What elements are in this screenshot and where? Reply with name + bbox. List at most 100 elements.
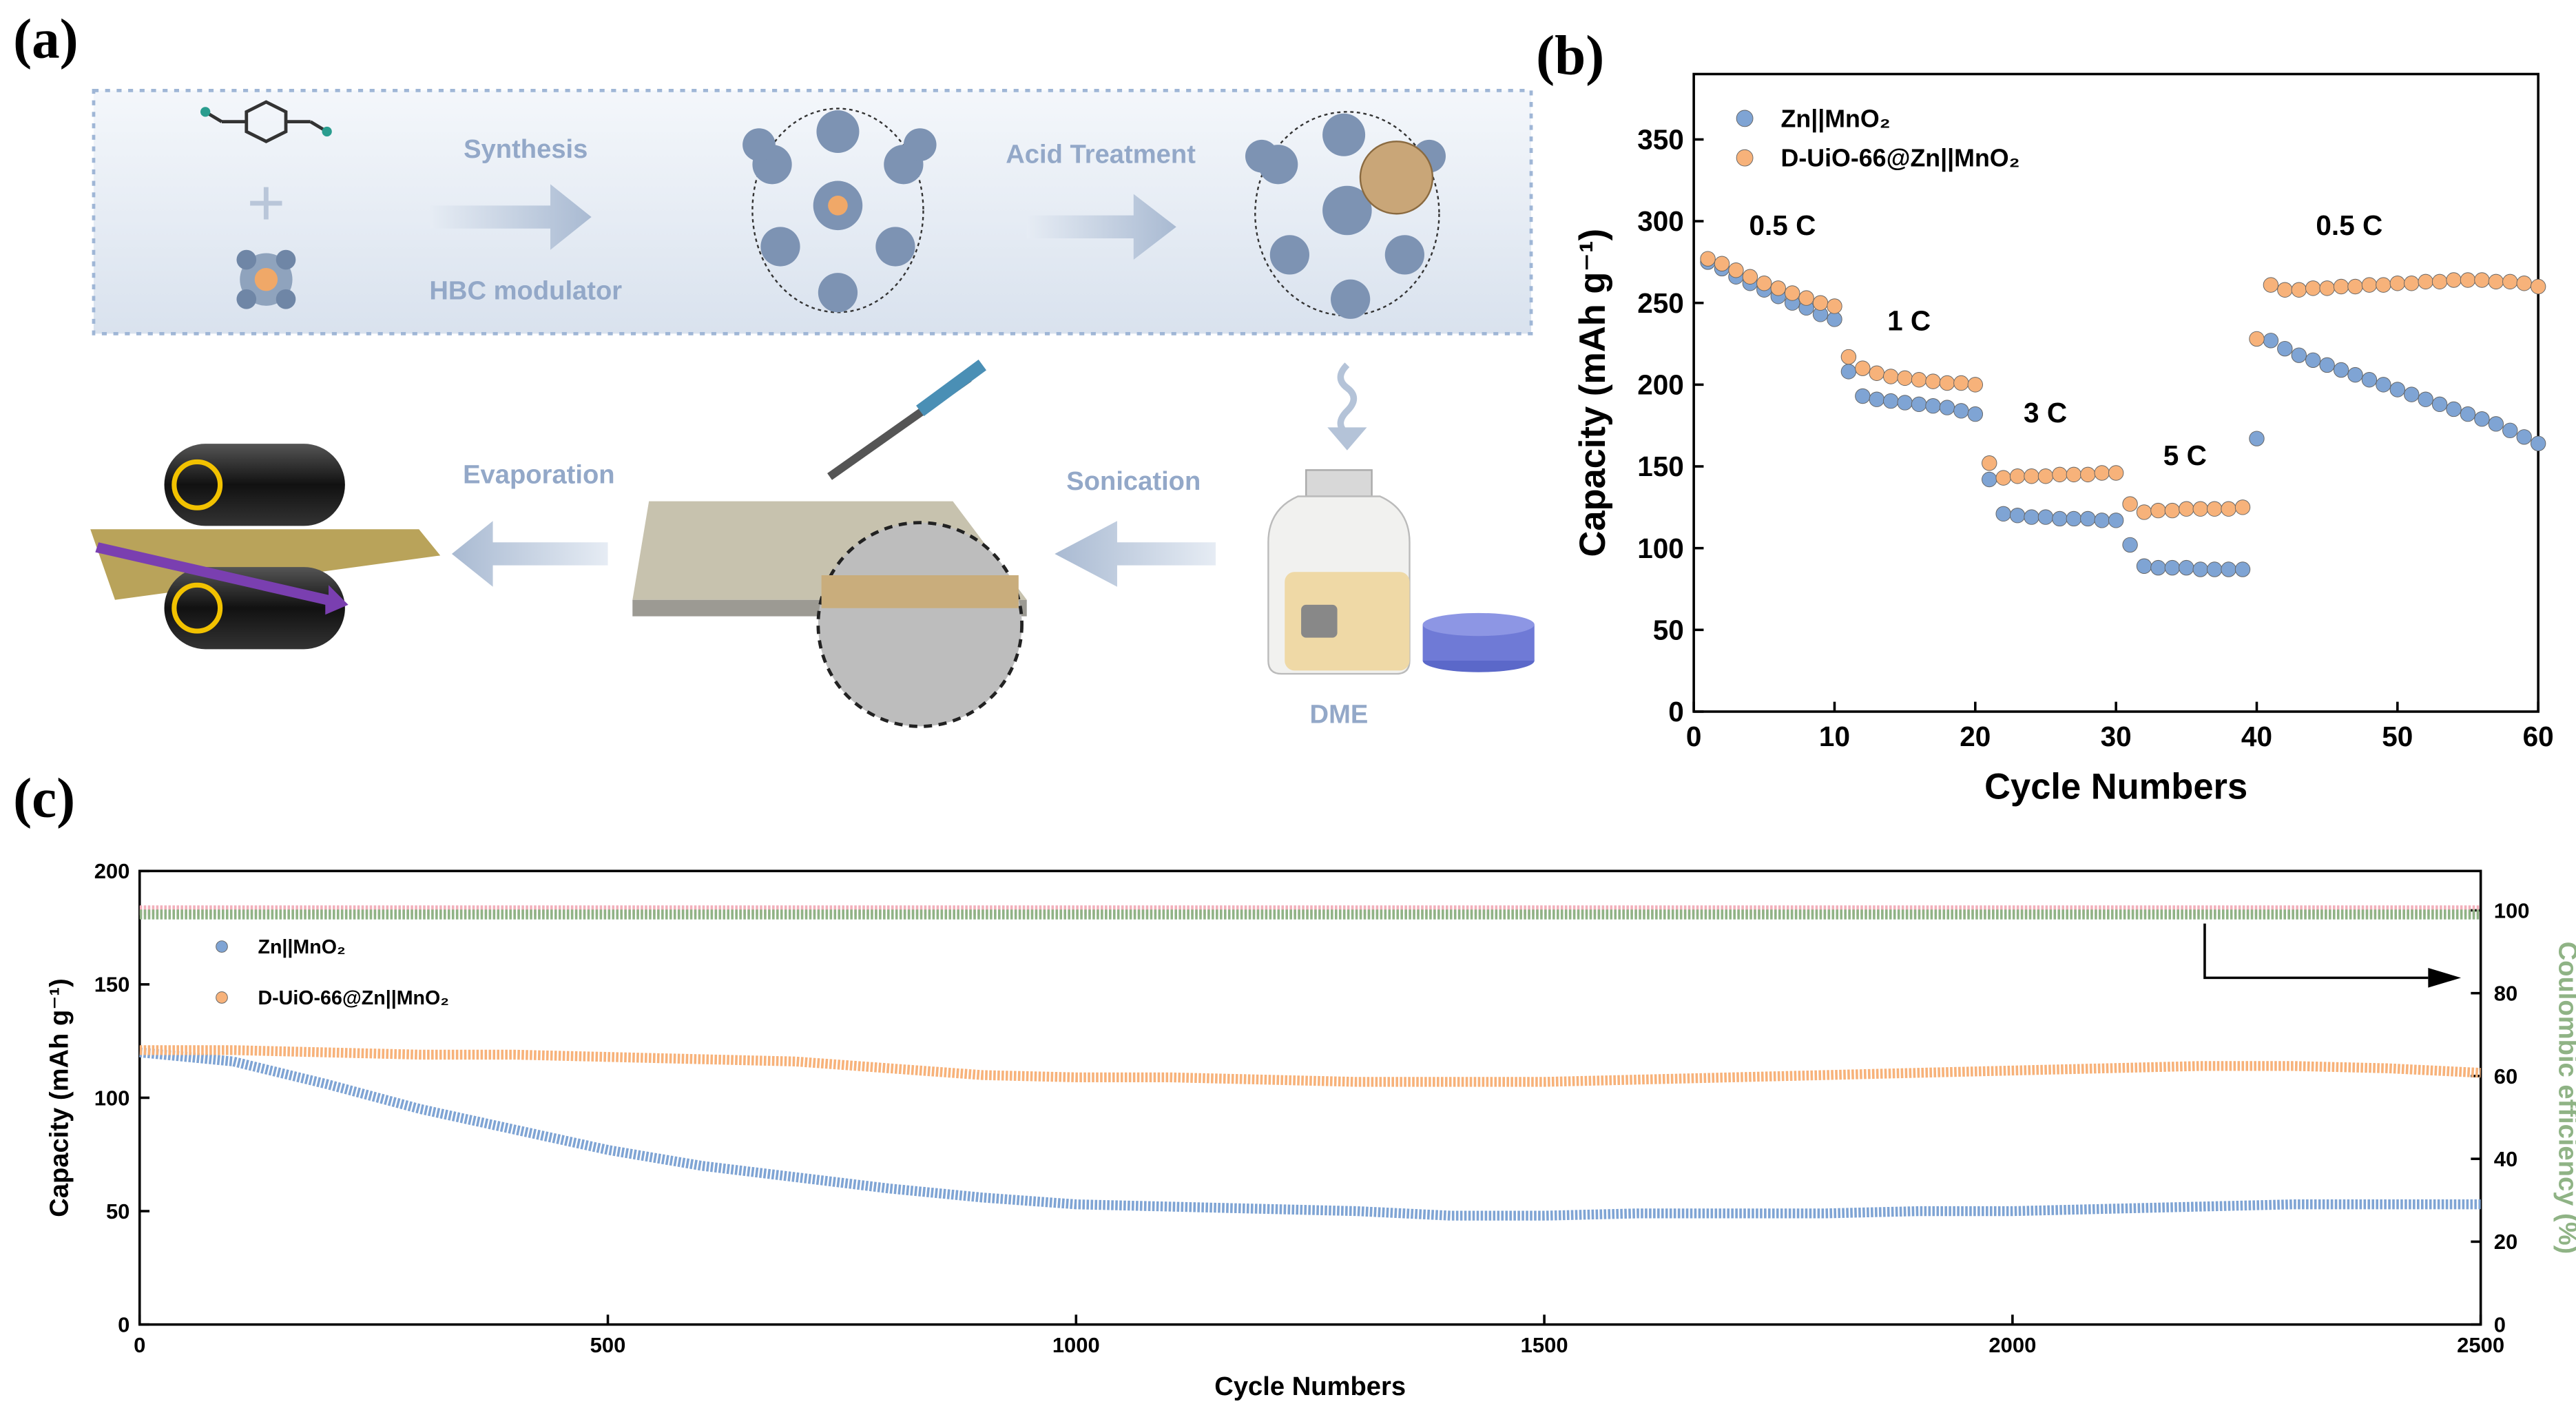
data-point [2305, 280, 2321, 296]
data-point [2094, 465, 2110, 481]
data-point [2516, 276, 2532, 291]
data-point [2361, 277, 2378, 293]
data-point [2066, 466, 2082, 483]
data-point [2206, 501, 2223, 517]
legend-label: D-UiO-66@Zn||MnO₂ [1781, 145, 2020, 172]
annotation: 0.5 C [1749, 209, 1816, 241]
bottle [1267, 469, 1535, 675]
plus-sign: + [247, 167, 286, 240]
data-point [1714, 256, 1730, 271]
data-point [2474, 411, 2490, 427]
data-point [2108, 513, 2124, 528]
y-tick-label: 0 [118, 1312, 129, 1336]
plot-frame [138, 869, 2482, 1326]
x-tick-label: 1000 [1052, 1333, 1100, 1357]
x-tick-label: 60 [2523, 721, 2554, 752]
x-tick-label: 50 [2382, 721, 2413, 752]
data-point [2179, 501, 2194, 517]
data-point [2347, 366, 2363, 383]
y-axis-label: Capacity (mAh g⁻¹) [1573, 229, 1613, 557]
data-point [2249, 331, 2265, 347]
data-point [1995, 470, 2011, 486]
atom [200, 107, 211, 117]
chart: 0 500 1000 1500 2000 250005010015020002040608… [44, 859, 2576, 1401]
data-point [2530, 278, 2546, 295]
data-point [2249, 431, 2265, 446]
y-tick-label: 100 [1637, 533, 1684, 564]
data-point [2136, 504, 2152, 520]
x-tick-label: 0 [1686, 721, 1702, 752]
arrow [1327, 427, 1367, 451]
data-point [1897, 395, 1913, 411]
data-point [2192, 501, 2208, 517]
data-point [2108, 465, 2124, 481]
data-point [2446, 272, 2462, 288]
mof-crystal [742, 107, 937, 313]
x-axis-label: Cycle Numbers [1984, 767, 2247, 807]
legend-label: Zn||MnO₂ [1781, 105, 1891, 132]
data-point [2376, 277, 2391, 293]
y-tick-label: 100 [94, 1086, 130, 1110]
data-point [2502, 422, 2518, 439]
data-point [1953, 403, 1969, 419]
y2-tick-label: 20 [2494, 1230, 2517, 1254]
data-point [2179, 559, 2194, 576]
data-point [1883, 369, 1899, 384]
data-point [2488, 273, 2504, 290]
y2-axis-label: Coulombic efficiency (%) [2553, 942, 2576, 1254]
annotation: 0.5 C [2316, 209, 2382, 241]
data-point [1939, 400, 1955, 415]
data-point [1925, 398, 1941, 414]
y-tick-label: 200 [94, 859, 130, 883]
data-point [2431, 396, 2448, 413]
data-point [1883, 393, 1899, 409]
data-point [2234, 561, 2251, 577]
x-tick-label: 1500 [1521, 1333, 1568, 1357]
legend-label: Zn||MnO₂ [258, 936, 345, 958]
annotation: 3 C [2024, 397, 2067, 428]
x-tick-label: 2500 [2457, 1333, 2504, 1357]
data-point [2024, 468, 2039, 484]
y-tick-label: 50 [106, 1199, 129, 1223]
y2-tick-label: 0 [2494, 1312, 2506, 1336]
legend-marker [216, 991, 228, 1004]
step-label: Sonication [1066, 466, 1201, 496]
data-point [2404, 386, 2420, 402]
x-tick-label: 2000 [1988, 1333, 2036, 1357]
data-point [2192, 561, 2208, 577]
y2-tick-label: 40 [2494, 1147, 2517, 1171]
data-point [2277, 282, 2293, 298]
data-point [1911, 396, 1927, 413]
data-point [2122, 496, 2138, 512]
data-point [2080, 510, 2096, 527]
x-tick-label: 0 [134, 1333, 145, 1357]
data-point [2277, 340, 2293, 357]
data-point [1995, 506, 2011, 522]
y-tick-label: 300 [1637, 205, 1684, 237]
arrow [451, 521, 608, 587]
data-point [2234, 499, 2251, 515]
mof-crystal-defective [1245, 111, 1446, 319]
y-tick-label: 200 [1637, 369, 1684, 401]
data-point [2431, 273, 2448, 290]
data-line [139, 1047, 2481, 1221]
chart: 0 10 20 30 40 50 60 0 50 100 150 200 250 300 350 Cycle … [1573, 72, 2554, 807]
panel-label: (b) [1536, 25, 1604, 87]
data-point [2460, 272, 2476, 288]
data-point [2052, 466, 2068, 483]
legend-marker [216, 940, 228, 953]
data-point [2361, 372, 2378, 388]
y-tick-label: 150 [94, 973, 130, 997]
data-point [2164, 502, 2181, 519]
data-point [2291, 347, 2307, 363]
data-point [1967, 406, 1984, 422]
data-point [2080, 466, 2096, 483]
data-point [2333, 278, 2349, 295]
y-axis-label: Capacity (mAh g⁻¹) [44, 978, 74, 1217]
linker-icon [204, 100, 328, 143]
x-tick-label: 500 [590, 1333, 626, 1357]
data-point [1869, 391, 1884, 407]
step-label: Synthesis [464, 134, 588, 164]
data-point [1827, 311, 1842, 327]
data-point [2263, 277, 2279, 293]
